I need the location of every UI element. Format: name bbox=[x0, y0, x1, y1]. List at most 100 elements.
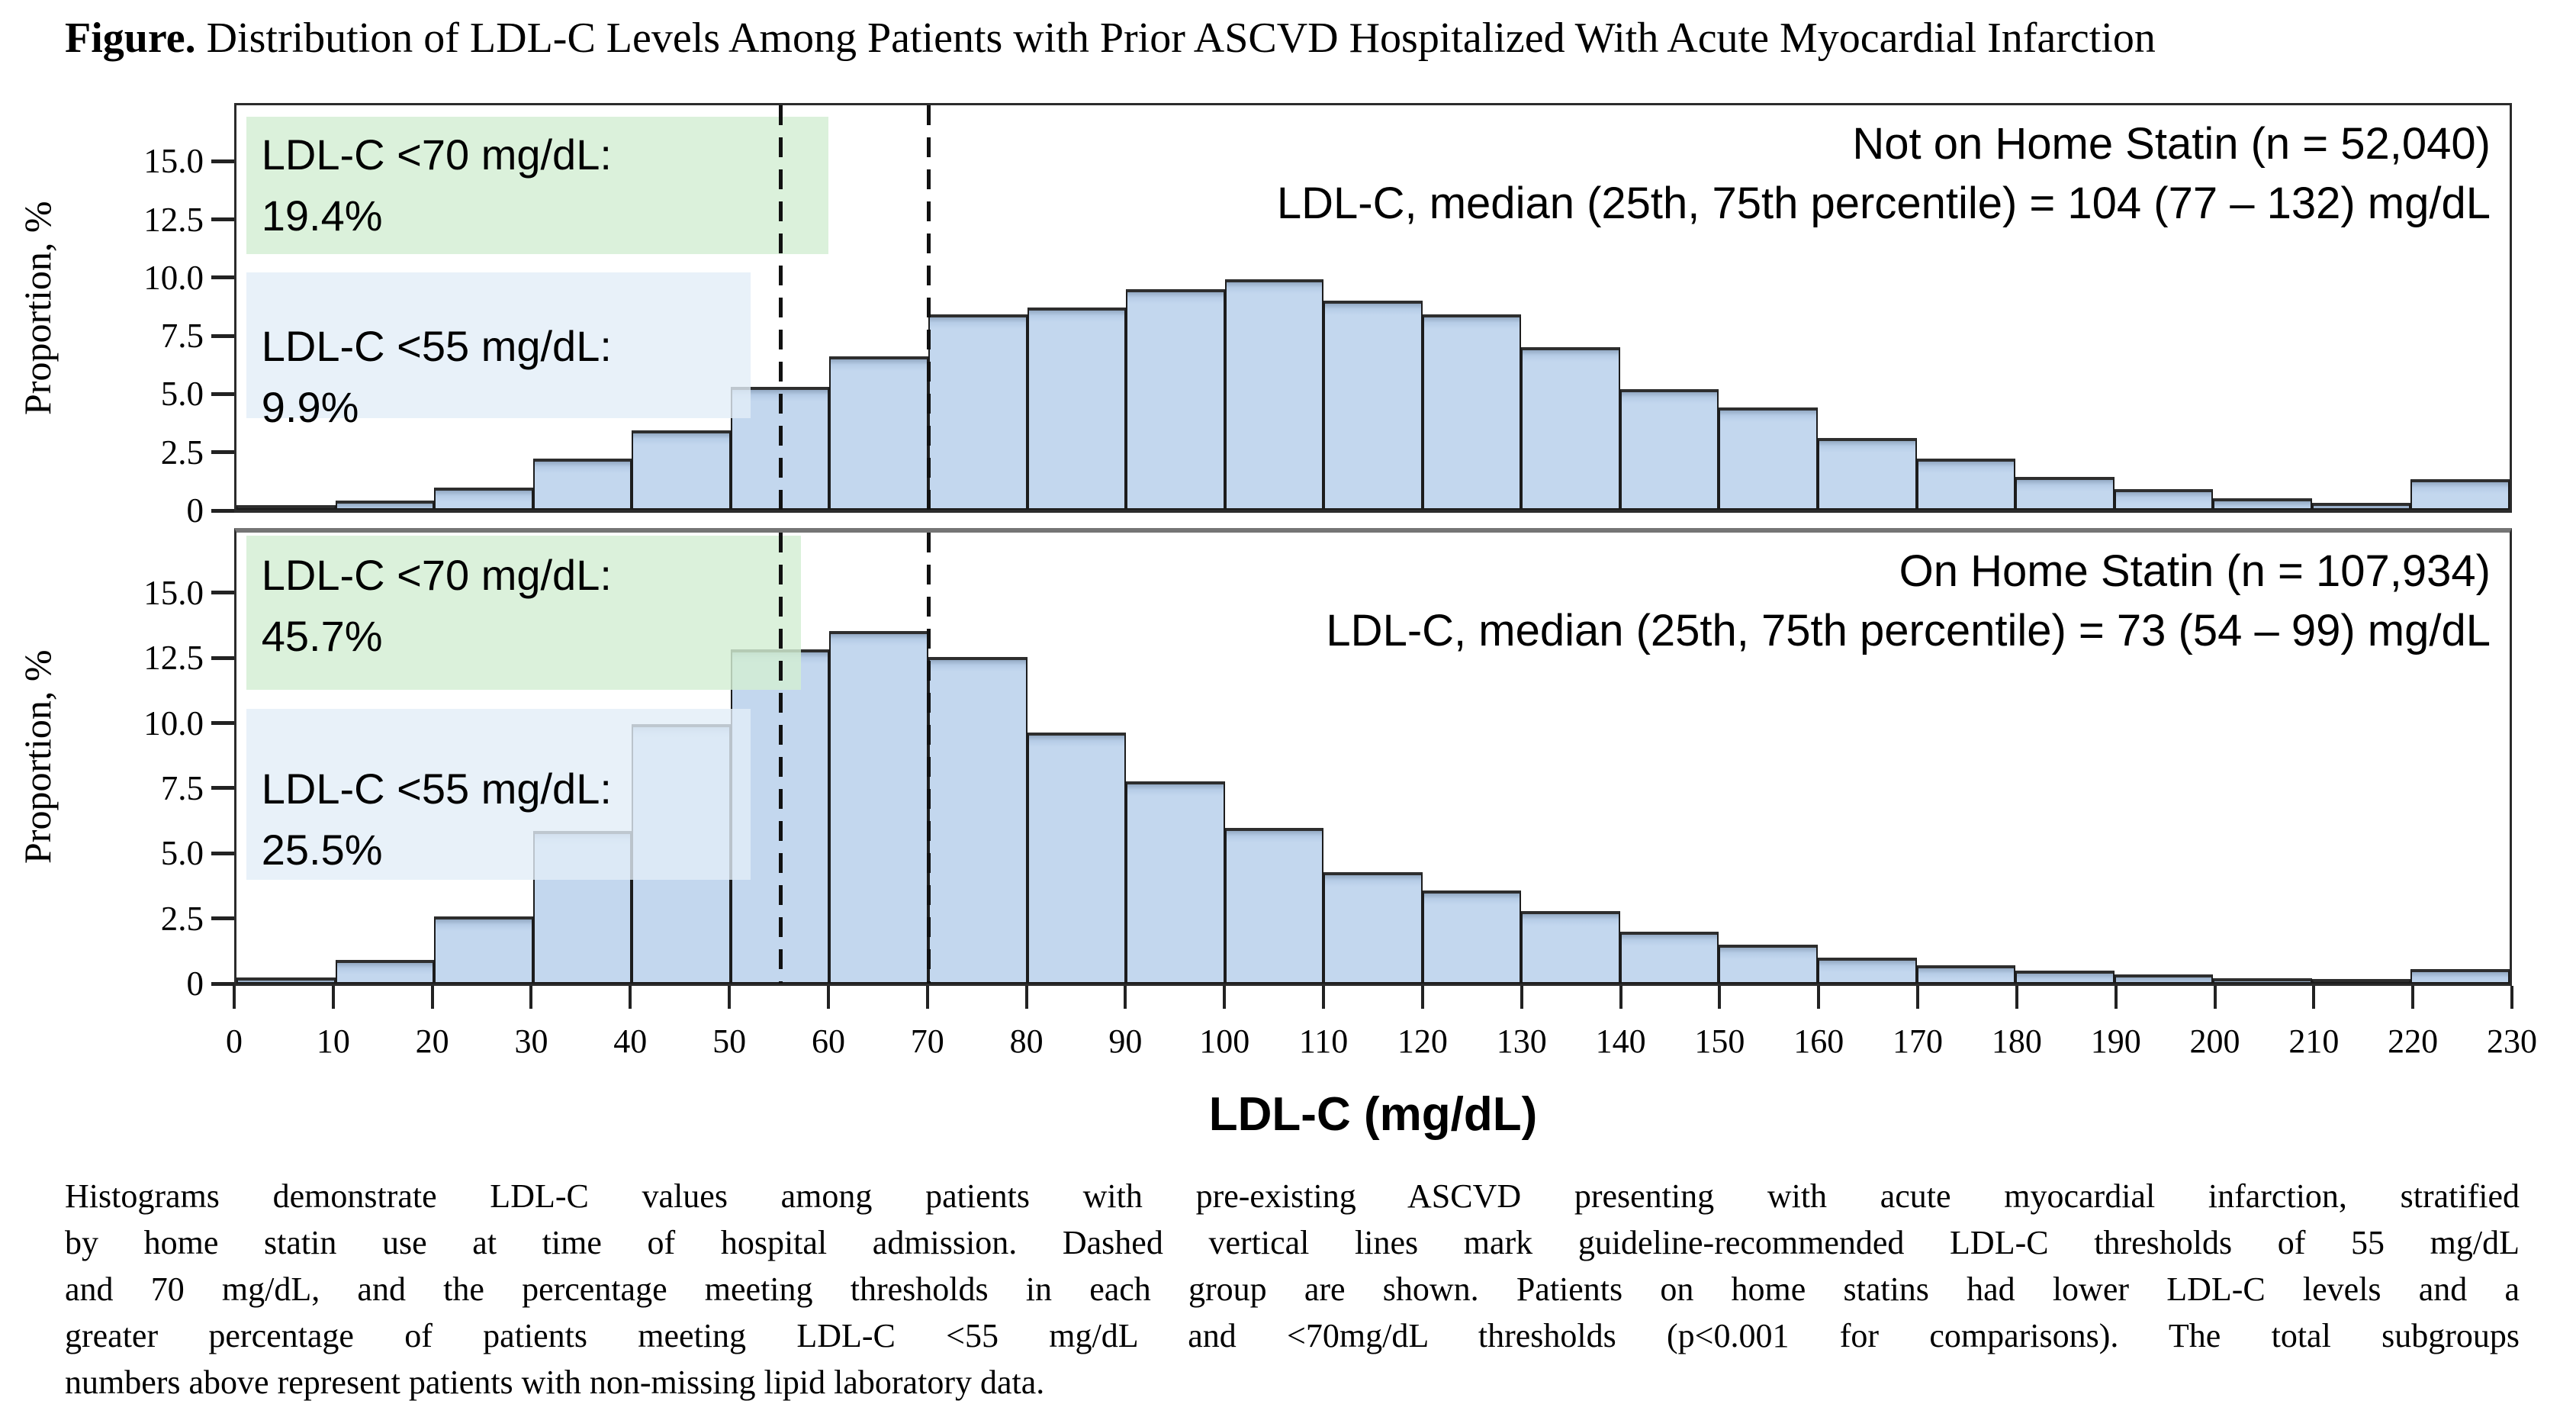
threshold-70-value: 45.7% bbox=[261, 612, 383, 660]
y-tick-mark bbox=[211, 508, 234, 513]
y-tick-mark bbox=[211, 333, 234, 338]
dashed-line-55 bbox=[778, 105, 783, 510]
x-tick-mark bbox=[1322, 986, 1326, 1009]
caption-line: by home statin use at time of hospital a… bbox=[65, 1224, 2520, 1261]
histogram-bar bbox=[2015, 477, 2115, 510]
threshold-55-annotation: LDL-C <55 mg/dL: 25.5% bbox=[262, 758, 612, 881]
panel-title: Not on Home Statin (n = 52,040) bbox=[1852, 119, 2491, 169]
histogram-bar bbox=[335, 500, 435, 510]
threshold-55-label: LDL-C <55 mg/dL: bbox=[261, 765, 612, 813]
x-tick-mark bbox=[1420, 986, 1424, 1009]
histogram-bar bbox=[1126, 781, 1225, 984]
x-tick-mark bbox=[1223, 986, 1227, 1009]
threshold-70-highlight-box bbox=[246, 536, 801, 690]
x-tick-mark bbox=[1619, 986, 1622, 1009]
y-tick-label: 2.5 bbox=[160, 899, 204, 938]
histogram-bar bbox=[1619, 388, 1719, 510]
threshold-55-label: LDL-C <55 mg/dL: bbox=[261, 322, 612, 370]
x-tick-label: 150 bbox=[1694, 1022, 1745, 1060]
x-tick-mark bbox=[331, 986, 335, 1009]
histogram-bar bbox=[1224, 828, 1324, 984]
x-tick-label: 190 bbox=[2090, 1022, 2141, 1060]
histogram-bar bbox=[1422, 314, 1522, 510]
y-tick-label: 7.5 bbox=[160, 317, 204, 356]
x-tick-mark bbox=[1520, 986, 1523, 1009]
histogram-bar bbox=[1521, 910, 1620, 984]
y-tick-mark bbox=[211, 916, 234, 921]
y-tick-mark bbox=[211, 981, 234, 986]
y-tick-mark bbox=[211, 851, 234, 855]
caption-line: Histograms demonstrate LDL-C values amon… bbox=[65, 1177, 2520, 1215]
x-tick-label: 10 bbox=[316, 1022, 350, 1060]
x-tick-mark bbox=[728, 986, 732, 1009]
threshold-70-highlight-box bbox=[246, 117, 828, 254]
x-tick-label: 90 bbox=[1108, 1022, 1143, 1060]
y-tick-mark bbox=[211, 159, 234, 163]
y-tick-label: 0 bbox=[186, 491, 204, 530]
x-tick-label: 180 bbox=[1991, 1022, 2042, 1060]
histogram-bar bbox=[434, 488, 533, 510]
threshold-55-highlight-box bbox=[246, 709, 751, 880]
threshold-70-annotation: LDL-C <70 mg/dL: 19.4% bbox=[262, 124, 612, 246]
x-tick-mark bbox=[1718, 986, 1722, 1009]
histogram-bar bbox=[236, 505, 336, 510]
histogram-bar bbox=[2410, 479, 2510, 510]
histogram-bar bbox=[532, 459, 632, 510]
histogram-bar bbox=[2114, 974, 2214, 984]
threshold-70-value: 19.4% bbox=[261, 192, 383, 240]
x-tick-label: 40 bbox=[613, 1022, 648, 1060]
caption-line: greater percentage of patients meeting L… bbox=[65, 1317, 2520, 1354]
y-tick-label: 10.0 bbox=[143, 704, 204, 742]
y-tick-mark bbox=[211, 721, 234, 726]
figure-title: Figure. Distribution of LDL-C Levels Amo… bbox=[65, 11, 2536, 66]
y-tick-label: 12.5 bbox=[143, 200, 204, 239]
x-tick-mark bbox=[2411, 986, 2415, 1009]
y-tick-label: 15.0 bbox=[143, 573, 204, 612]
caption-line: numbers above represent patients with no… bbox=[65, 1364, 1045, 1401]
x-tick-mark bbox=[1024, 986, 1028, 1009]
histogram-bar bbox=[2213, 498, 2312, 510]
histogram-bar bbox=[2311, 502, 2411, 510]
x-axis-label: LDL-C (mg/dL) bbox=[1208, 1088, 1538, 1141]
y-tick-mark bbox=[211, 217, 234, 222]
panel-not-on-home-statin: LDL-C <70 mg/dL: 19.4% LDL-C <55 mg/dL: … bbox=[234, 103, 2512, 513]
threshold-55-highlight-box bbox=[246, 272, 751, 418]
threshold-70-annotation: LDL-C <70 mg/dL: 45.7% bbox=[262, 545, 612, 667]
histogram-bar bbox=[1027, 308, 1127, 510]
x-tick-label: 20 bbox=[415, 1022, 449, 1060]
y-tick-mark bbox=[211, 391, 234, 396]
histogram-bar bbox=[632, 430, 731, 510]
threshold-70-label: LDL-C <70 mg/dL: bbox=[261, 551, 612, 599]
y-tick-label: 5.0 bbox=[160, 834, 204, 873]
y-tick-mark bbox=[211, 275, 234, 280]
x-tick-mark bbox=[826, 986, 830, 1009]
histogram-bar bbox=[1323, 300, 1423, 510]
x-tick-label: 230 bbox=[2487, 1022, 2537, 1060]
histogram-bars-on-home-statin bbox=[236, 533, 2510, 984]
x-tick-label: 80 bbox=[1009, 1022, 1044, 1060]
threshold-55-value: 25.5% bbox=[261, 826, 383, 874]
x-tick-mark bbox=[1124, 986, 1127, 1009]
x-tick-mark bbox=[2312, 986, 2316, 1009]
panel-on-home-statin: LDL-C <70 mg/dL: 45.7% LDL-C <55 mg/dL: … bbox=[234, 528, 2512, 986]
histogram-bar bbox=[829, 631, 928, 984]
histogram-bar bbox=[1818, 437, 1917, 510]
histogram-bar bbox=[829, 356, 928, 510]
histogram-bar bbox=[1619, 932, 1719, 984]
y-tick-mark bbox=[211, 786, 234, 791]
figure-caption: Histograms demonstrate LDL-C values amon… bbox=[65, 1173, 2520, 1406]
x-tick-label: 210 bbox=[2288, 1022, 2340, 1060]
histogram-bar bbox=[1422, 890, 1522, 984]
threshold-55-annotation: LDL-C <55 mg/dL: 9.9% bbox=[262, 316, 612, 438]
histogram-bar bbox=[928, 314, 1028, 510]
threshold-70-label: LDL-C <70 mg/dL: bbox=[261, 130, 612, 179]
caption-line: and 70 mg/dL, and the percentage meeting… bbox=[65, 1270, 2520, 1308]
x-tick-label: 0 bbox=[226, 1022, 243, 1060]
x-tick-mark bbox=[2015, 986, 2018, 1009]
x-tick-label: 70 bbox=[910, 1022, 944, 1060]
histogram-bar bbox=[928, 657, 1028, 984]
x-tick-label: 30 bbox=[514, 1022, 548, 1060]
histogram-bar bbox=[1027, 732, 1127, 984]
threshold-55-value: 9.9% bbox=[261, 383, 359, 431]
y-tick-mark bbox=[211, 591, 234, 595]
